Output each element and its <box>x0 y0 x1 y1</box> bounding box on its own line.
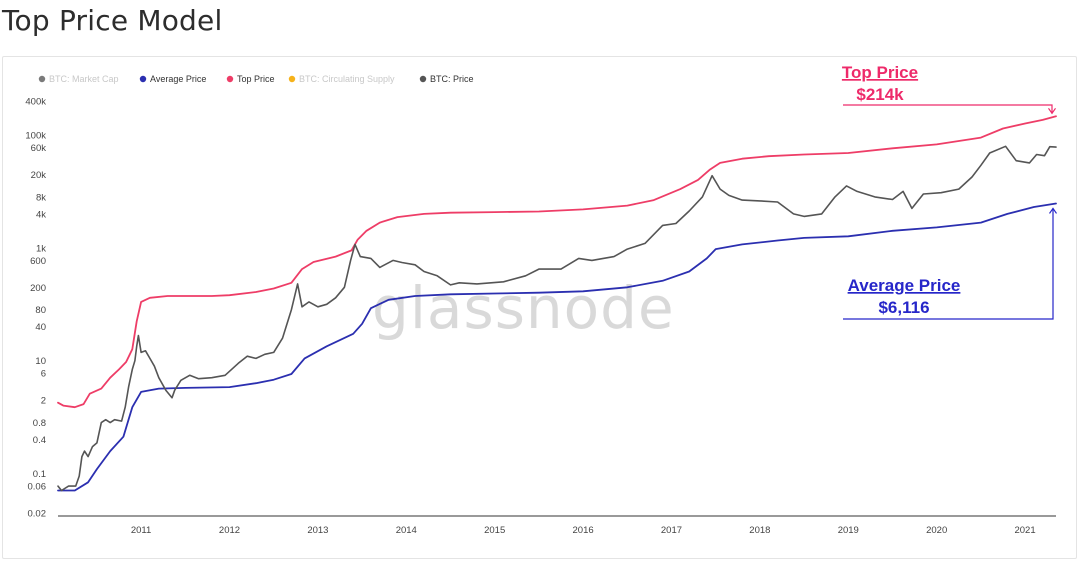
y-tick-label: 4k <box>36 209 46 220</box>
series-line-top-price <box>57 115 1057 409</box>
legend-label-btc-price: BTC: Price <box>430 74 474 84</box>
legend-item-average-price[interactable]: Average Price <box>139 74 207 84</box>
annotation-top-price: Top Price $214k <box>842 63 1056 115</box>
x-tick-label: 2011 <box>131 525 151 536</box>
annotation-average-price-arrow <box>1049 207 1057 214</box>
series-line-btc-price <box>57 145 1057 492</box>
x-tick-label: 2018 <box>749 525 770 536</box>
y-tick-label: 100k <box>25 130 46 141</box>
y-tick-label: 0.4 <box>33 435 46 446</box>
legend-dot-average-price <box>139 75 147 83</box>
y-tick-label: 0.8 <box>33 418 46 429</box>
legend-item-btc-circulating-supply[interactable]: BTC: Circulating Supply <box>288 74 395 84</box>
y-tick-label: 10 <box>35 356 46 367</box>
y-tick-label: 60k <box>31 143 47 154</box>
legend-item-top-price[interactable]: Top Price <box>226 74 275 84</box>
y-tick-label: 40 <box>35 322 46 333</box>
y-tick-label: 400k <box>25 97 46 108</box>
legend-label-btc-market-cap: BTC: Market Cap <box>49 74 119 84</box>
x-tick-label: 2015 <box>484 525 505 536</box>
y-tick-label: 8k <box>36 192 46 203</box>
x-tick-label: 2021 <box>1014 525 1035 536</box>
annotation-average-price-pointer <box>843 208 1054 320</box>
y-tick-label: 2 <box>41 396 46 407</box>
annotation-average-price-label: Average Price <box>848 276 961 295</box>
x-tick-label: 2016 <box>573 525 594 536</box>
x-tick-label: 2019 <box>838 525 859 536</box>
series-layer <box>57 115 1057 492</box>
x-tick-label: 2017 <box>661 525 682 536</box>
x-tick-label: 2020 <box>926 525 947 536</box>
y-tick-label: 600 <box>30 256 46 267</box>
series-line-average-price <box>57 202 1057 492</box>
legend-dot-btc-market-cap <box>38 75 46 83</box>
y-tick-label: 6 <box>41 369 46 380</box>
x-tick-label: 2013 <box>307 525 328 536</box>
legend[interactable]: BTC: Market Cap Average Price Top Price BTC… <box>38 74 474 84</box>
annotation-layer: Top Price $214k Average Price $6,116 <box>842 63 1057 320</box>
x-tick-label: 2012 <box>219 525 240 536</box>
y-tick-label: 200 <box>30 283 46 294</box>
watermark-layer: glassnode <box>372 274 675 342</box>
legend-dot-btc-circulating-supply <box>288 75 296 83</box>
y-tick-label: 80 <box>35 305 46 316</box>
annotation-top-price-value: $214k <box>856 85 904 104</box>
page-title: Top Price Model <box>2 4 223 37</box>
legend-item-btc-market-cap[interactable]: BTC: Market Cap <box>38 74 119 84</box>
legend-item-btc-price[interactable]: BTC: Price <box>419 74 474 84</box>
y-tick-label: 0.02 <box>28 509 47 520</box>
annotation-top-price-arrow <box>1048 107 1056 115</box>
x-axis: 2011 2012 2013 2014 2015 2016 2017 2018 2019 2020… <box>58 515 1056 536</box>
y-tick-label: 20k <box>31 170 47 181</box>
y-tick-label: 0.1 <box>33 469 46 480</box>
y-axis: 400k 100k 60k 20k 8k 4k 1k 600 200 80 40 10 6 2 0.8 0.4… <box>25 97 46 520</box>
y-tick-label: 1k <box>36 243 46 254</box>
legend-label-top-price: Top Price <box>237 74 275 84</box>
legend-dot-top-price <box>226 75 234 83</box>
annotation-top-price-label: Top Price <box>842 63 918 82</box>
legend-label-btc-circulating-supply: BTC: Circulating Supply <box>299 74 395 84</box>
annotation-average-price: Average Price $6,116 <box>843 207 1057 320</box>
legend-label-average-price: Average Price <box>150 74 206 84</box>
legend-dot-btc-price <box>419 75 427 83</box>
y-tick-label: 0.06 <box>28 482 47 493</box>
annotation-average-price-value: $6,116 <box>878 298 929 317</box>
annotation-top-price-pointer <box>843 104 1053 114</box>
chart-card <box>2 56 1077 559</box>
x-tick-label: 2014 <box>396 525 417 536</box>
watermark-text: glassnode <box>372 274 675 342</box>
